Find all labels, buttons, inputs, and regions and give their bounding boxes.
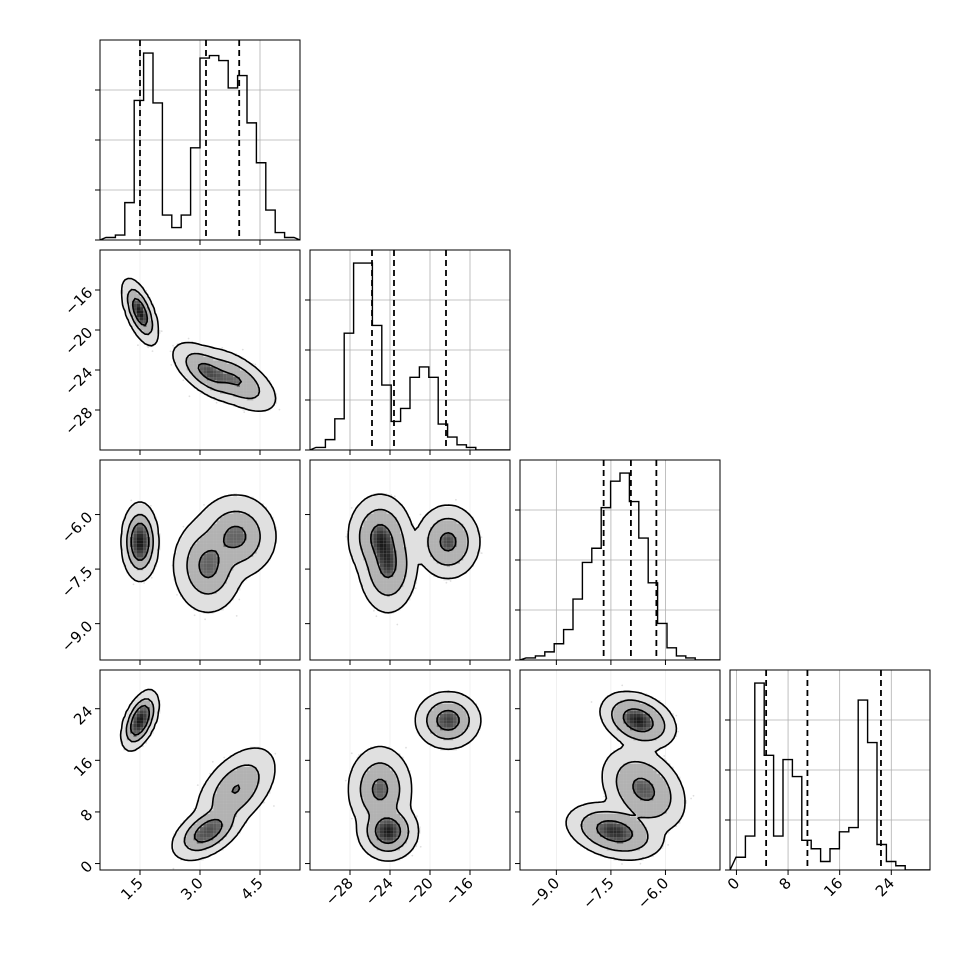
sample-point [215, 401, 218, 404]
sample-point [221, 346, 224, 349]
sample-point [204, 618, 207, 621]
sample-point [373, 609, 375, 612]
sample-point [160, 330, 163, 333]
panel-body-1-0 [120, 250, 281, 450]
sample-point [193, 614, 196, 617]
sample-point [169, 350, 172, 353]
sample-point [274, 752, 277, 755]
sample-point [132, 583, 135, 586]
y-tick-label-2-2: −6.0 [58, 508, 96, 546]
sample-point [254, 363, 257, 366]
sample-point [350, 507, 353, 509]
panel-body-2-2 [520, 460, 720, 660]
density-shading-1-0 [120, 280, 278, 411]
panel-body-2-0 [120, 460, 278, 660]
sample-point [150, 576, 153, 579]
sample-point [176, 594, 178, 596]
sample-point [172, 344, 174, 347]
sample-point [182, 525, 185, 528]
y-tick-label-1-0: −28 [61, 404, 96, 439]
sample-point [445, 581, 448, 584]
sample-point [172, 867, 175, 870]
sample-point [419, 513, 422, 516]
sample-point [170, 364, 173, 366]
y-tick-label-1-3: −16 [61, 284, 96, 319]
panel-1-1 [305, 249, 511, 455]
panel-body-3-0 [119, 670, 277, 870]
histogram-2 [520, 472, 720, 660]
panel-body-0-0 [100, 40, 300, 240]
sample-point [393, 495, 396, 498]
sample-point [238, 598, 241, 601]
sample-point [396, 623, 399, 626]
panel-0-0 [95, 39, 301, 245]
panel-body-2-1 [345, 460, 483, 660]
contour-1-0-2 [120, 277, 277, 412]
sample-point [130, 499, 133, 502]
histogram-1 [310, 262, 510, 450]
sample-point [243, 411, 246, 413]
y-tick-label-2-0: −9.0 [58, 617, 96, 655]
panel-2-0: −9.0 −7.5 −6.0 [58, 459, 301, 665]
y-tick-label-1-2: −20 [61, 324, 96, 359]
sample-point [151, 350, 154, 352]
contour-1-0-0 [131, 297, 242, 386]
sample-point [375, 615, 378, 618]
histogram-0 [100, 52, 300, 240]
contour-1-0-1 [126, 288, 261, 400]
sample-point [143, 582, 146, 584]
sample-point [188, 395, 191, 398]
sample-point [187, 337, 190, 340]
panel-body-1-1 [310, 250, 510, 450]
sample-point [235, 615, 238, 617]
sample-point [203, 504, 205, 506]
panel-2-1 [305, 459, 511, 665]
density-shading-2-1 [346, 493, 481, 614]
sample-point [182, 379, 185, 382]
sample-point [150, 504, 152, 507]
sample-point [278, 408, 281, 411]
sample-point [480, 552, 483, 554]
sample-point [137, 344, 139, 347]
y-tick-label-2-1: −7.5 [58, 563, 96, 601]
y-tick-label-1-1: −24 [61, 364, 96, 399]
sample-point [241, 348, 244, 351]
sample-point [414, 587, 417, 590]
sample-point [455, 498, 457, 501]
panel-1-0: −28 −24 −20 −16 [61, 249, 301, 455]
sample-point [480, 536, 483, 539]
panel-2-2 [515, 459, 721, 665]
